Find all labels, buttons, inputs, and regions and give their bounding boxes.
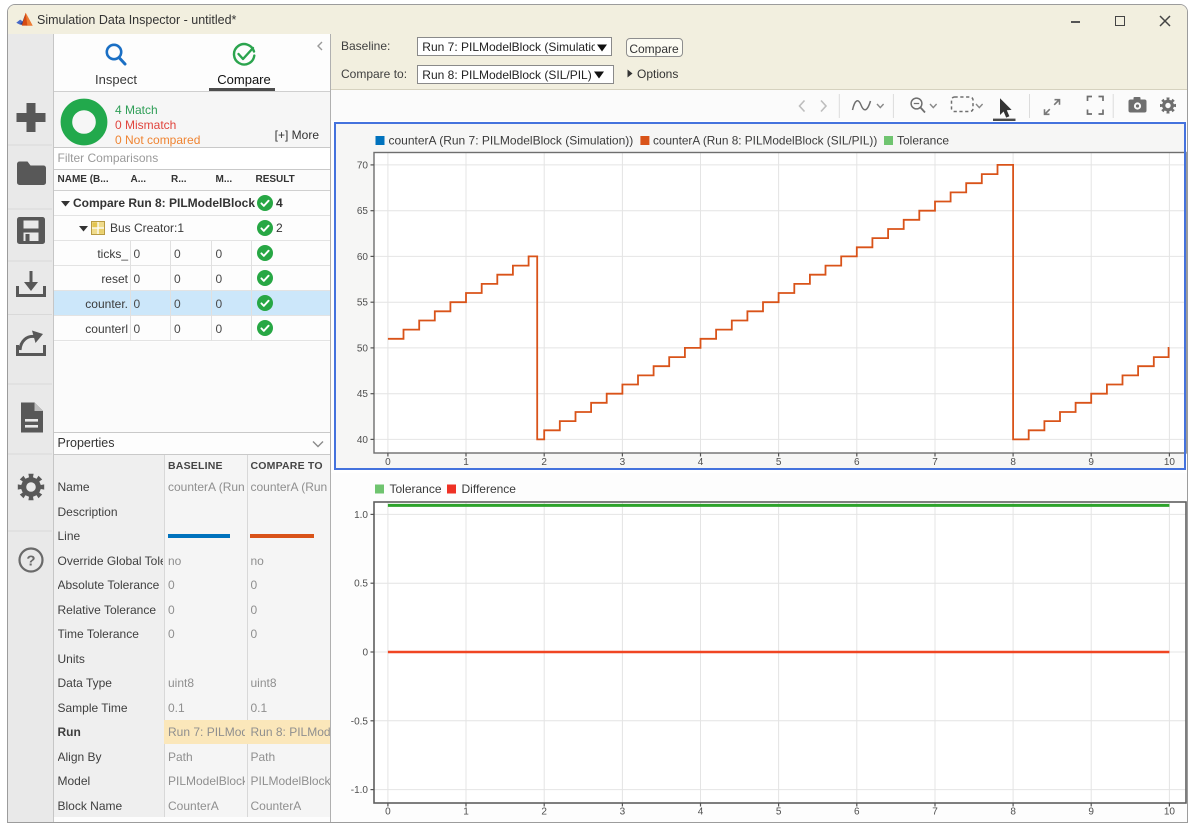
svg-text:Tolerance: Tolerance bbox=[897, 134, 949, 148]
svg-text:8: 8 bbox=[1010, 457, 1016, 468]
svg-text:4: 4 bbox=[698, 807, 704, 818]
svg-text:1: 1 bbox=[463, 807, 469, 818]
svg-text:65: 65 bbox=[357, 206, 369, 217]
svg-text:?: ? bbox=[26, 553, 35, 570]
svg-text:5: 5 bbox=[776, 807, 782, 818]
svg-text:45: 45 bbox=[357, 389, 369, 400]
svg-text:counterA (Run 7: PILModelBlock: counterA (Run 7: PILModelBlock (Simulati… bbox=[389, 134, 634, 148]
svg-text:7: 7 bbox=[932, 457, 938, 468]
svg-text:5: 5 bbox=[776, 457, 782, 468]
svg-text:6: 6 bbox=[854, 457, 860, 468]
svg-text:9: 9 bbox=[1088, 457, 1094, 468]
svg-text:50: 50 bbox=[357, 343, 369, 354]
svg-text:40: 40 bbox=[357, 435, 369, 446]
svg-text:0: 0 bbox=[385, 457, 391, 468]
svg-text:3: 3 bbox=[620, 457, 626, 468]
svg-text:10: 10 bbox=[1164, 807, 1176, 818]
svg-text:1.0: 1.0 bbox=[354, 510, 368, 521]
svg-text:-1.0: -1.0 bbox=[351, 785, 369, 796]
svg-text:counterA (Run 8: PILModelBlock: counterA (Run 8: PILModelBlock (SIL/PIL)… bbox=[653, 134, 877, 148]
svg-text:7: 7 bbox=[932, 807, 938, 818]
svg-text:60: 60 bbox=[357, 252, 369, 263]
svg-text:55: 55 bbox=[357, 298, 369, 309]
svg-text:0.5: 0.5 bbox=[354, 579, 368, 590]
svg-text:6: 6 bbox=[854, 807, 860, 818]
svg-text:0: 0 bbox=[362, 648, 368, 659]
svg-text:-0.5: -0.5 bbox=[351, 716, 369, 727]
svg-text:3: 3 bbox=[620, 807, 626, 818]
svg-text:9: 9 bbox=[1088, 807, 1094, 818]
svg-text:0: 0 bbox=[385, 807, 391, 818]
svg-text:Difference: Difference bbox=[462, 482, 517, 496]
svg-text:2: 2 bbox=[541, 457, 547, 468]
svg-text:1: 1 bbox=[463, 457, 469, 468]
svg-text:70: 70 bbox=[357, 160, 369, 171]
svg-text:8: 8 bbox=[1010, 807, 1016, 818]
svg-text:4: 4 bbox=[698, 457, 704, 468]
svg-text:2: 2 bbox=[541, 807, 547, 818]
svg-text:Tolerance: Tolerance bbox=[390, 482, 442, 496]
svg-text:10: 10 bbox=[1164, 457, 1176, 468]
